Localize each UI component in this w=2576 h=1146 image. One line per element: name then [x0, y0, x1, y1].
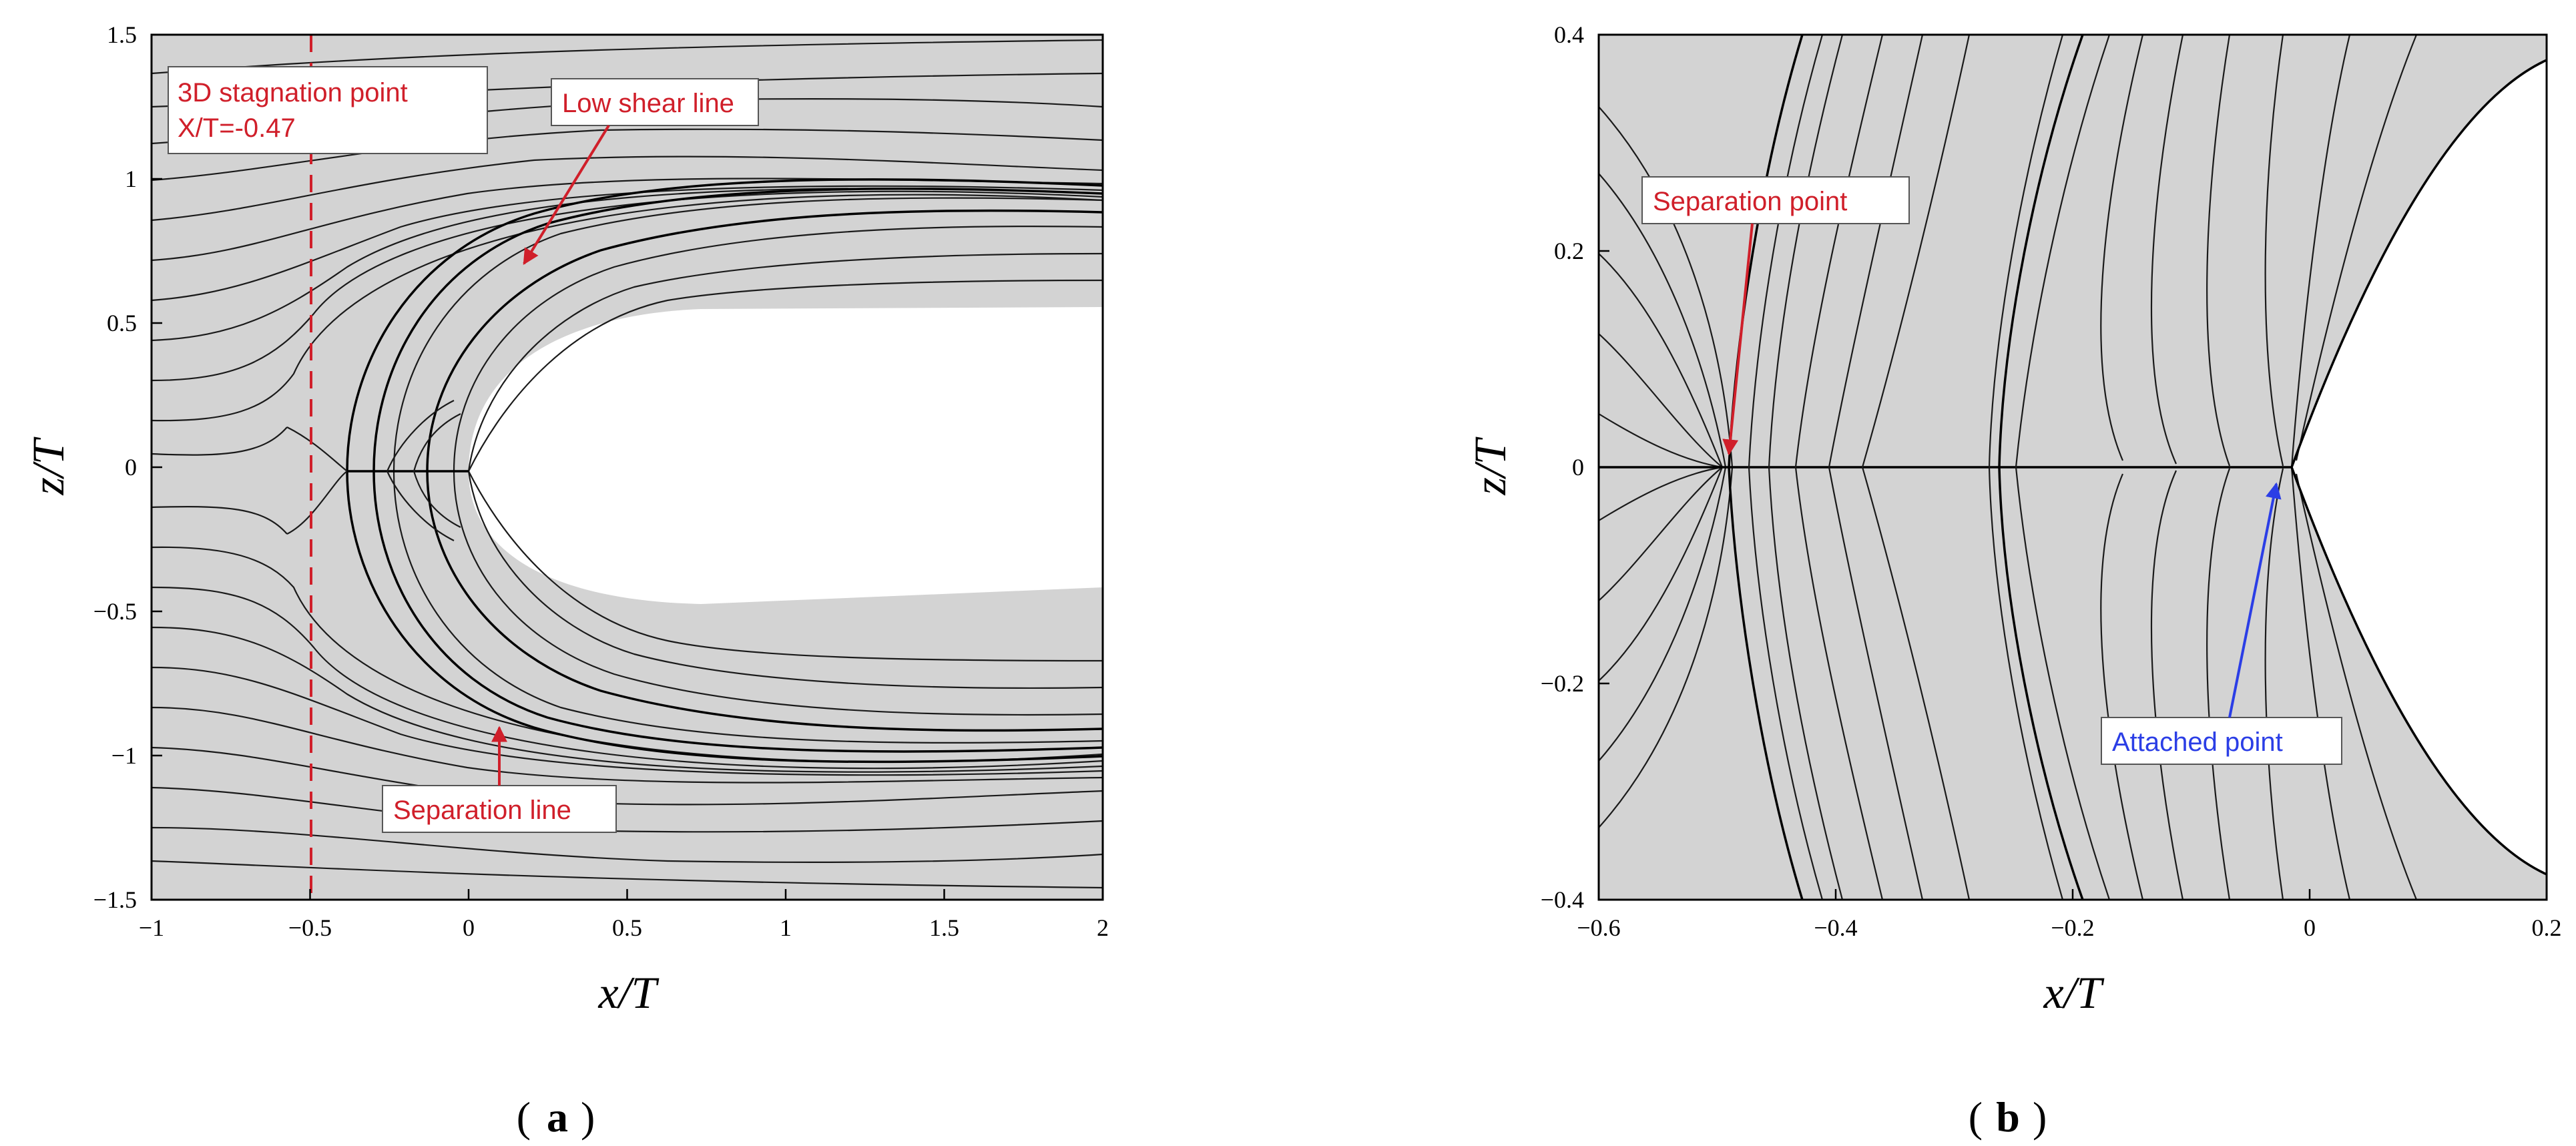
- panel-b-ytick-label: −0.2: [1541, 670, 1584, 697]
- panel-b-xtick-label: −0.6: [1577, 914, 1620, 941]
- panel-b-ytick-label: 0: [1572, 454, 1584, 481]
- panel-a-ytick-label: −0.5: [93, 598, 137, 625]
- panel-b-xtick-labels: −0.6 −0.4 −0.2 0 0.2: [1577, 914, 2561, 941]
- separation-point-label: Separation point: [1653, 187, 1847, 216]
- arrow-icon: [1722, 223, 1754, 456]
- panel-a: −1 −0.5 0 0.5 1 1.5 2 1.5 1 0.5 0 −0.5 −…: [23, 21, 1109, 1141]
- low-shear-label: Low shear line: [562, 89, 734, 118]
- panel-a-ytick-label: 0.5: [107, 310, 137, 336]
- panel-a-xtick-label: 0: [463, 914, 475, 941]
- separation-line-box: [382, 785, 617, 833]
- panel-a-xtick-labels: −1 −0.5 0 0.5 1 1.5 2: [139, 914, 1109, 941]
- panel-b-xlabel: x/T: [2043, 967, 2105, 1018]
- panel-a-ytick-label: 1: [125, 166, 137, 192]
- panel-b-yticks: [1599, 33, 1609, 901]
- panel-b-streamlines: [1599, 35, 2547, 900]
- panel-a-ylabel: z/T: [23, 437, 73, 495]
- panel-b-label-open: (: [1969, 1093, 1983, 1141]
- separation-line-annotation: Separation line: [382, 726, 617, 833]
- panel-b: −0.6 −0.4 −0.2 0 0.2 0.4 0.2 0 −0.2 −0.4…: [1465, 21, 2562, 1141]
- panel-a-xtick-label: 1: [780, 914, 792, 941]
- panel-b-ytick-labels: 0.4 0.2 0 −0.2 −0.4: [1541, 21, 1584, 913]
- separation-line-label: Separation line: [393, 796, 571, 825]
- panel-a-label-open: (: [517, 1093, 531, 1141]
- panel-a-xtick-label: −0.5: [288, 914, 332, 941]
- stagnation-annotation: 3D stagnation point X/T=-0.47: [168, 66, 488, 154]
- attached-point-annotation: Attached point: [2101, 482, 2342, 765]
- panel-a-ytick-label: −1: [111, 742, 137, 769]
- attached-point-label: Attached point: [2112, 728, 2283, 757]
- panel-b-label-close: ): [2033, 1093, 2047, 1141]
- panel-a-xtick-label: 2: [1097, 914, 1109, 941]
- panel-a-field: [152, 35, 1103, 900]
- panel-b-body-inner: [2310, 113, 2547, 828]
- separation-point-annotation: Separation point: [1641, 176, 1910, 456]
- panel-a-label: a: [547, 1093, 568, 1141]
- panel-b-xtick-label: −0.2: [2051, 914, 2094, 941]
- panel-a-ytick-label: 0: [125, 454, 137, 481]
- panel-a-xlabel: x/T: [598, 967, 660, 1018]
- panel-b-ytick-label: −0.4: [1541, 886, 1584, 913]
- panel-b-xticks: [1597, 889, 2548, 900]
- panel-a-stagnation-fans: [286, 400, 469, 541]
- panel-b-xtick-label: 0.2: [2532, 914, 2562, 941]
- panel-a-ytick-labels: 1.5 1 0.5 0 −0.5 −1 −1.5: [93, 21, 137, 913]
- panel-b-label: b: [1996, 1093, 2020, 1141]
- arrow-icon: [2228, 482, 2282, 718]
- panel-b-field: [1599, 35, 2547, 900]
- low-shear-box: [551, 78, 759, 126]
- stagnation-label-line1: 3D stagnation point: [178, 78, 408, 107]
- panel-a-ytick-label: 1.5: [107, 21, 137, 48]
- panel-b-xtick-label: −0.4: [1814, 914, 1857, 941]
- panel-a-xtick-label: 1.5: [929, 914, 959, 941]
- separation-point-box: [1641, 176, 1910, 224]
- panel-a-xtick-label: −1: [139, 914, 164, 941]
- panel-b-ytick-label: 0.2: [1554, 238, 1584, 264]
- attached-point-box: [2101, 717, 2342, 765]
- panel-a-xticks: [150, 889, 1104, 900]
- panel-b-ytick-label: 0.4: [1554, 21, 1584, 48]
- panel-a-body: [469, 307, 1103, 604]
- stagnation-label-line2: X/T=-0.47: [178, 113, 296, 143]
- panel-a-xtick-label: 0.5: [612, 914, 642, 941]
- panel-a-ytick-label: −1.5: [93, 886, 137, 913]
- panel-a-label-close: ): [581, 1093, 595, 1141]
- low-shear-annotation: Low shear line: [523, 78, 759, 266]
- arrow-icon: [523, 124, 610, 266]
- stagnation-box: [168, 66, 488, 154]
- panel-b-ylabel: z/T: [1465, 437, 1515, 495]
- panel-b-xtick-label: 0: [2304, 914, 2316, 941]
- panel-a-yticks: [152, 33, 162, 901]
